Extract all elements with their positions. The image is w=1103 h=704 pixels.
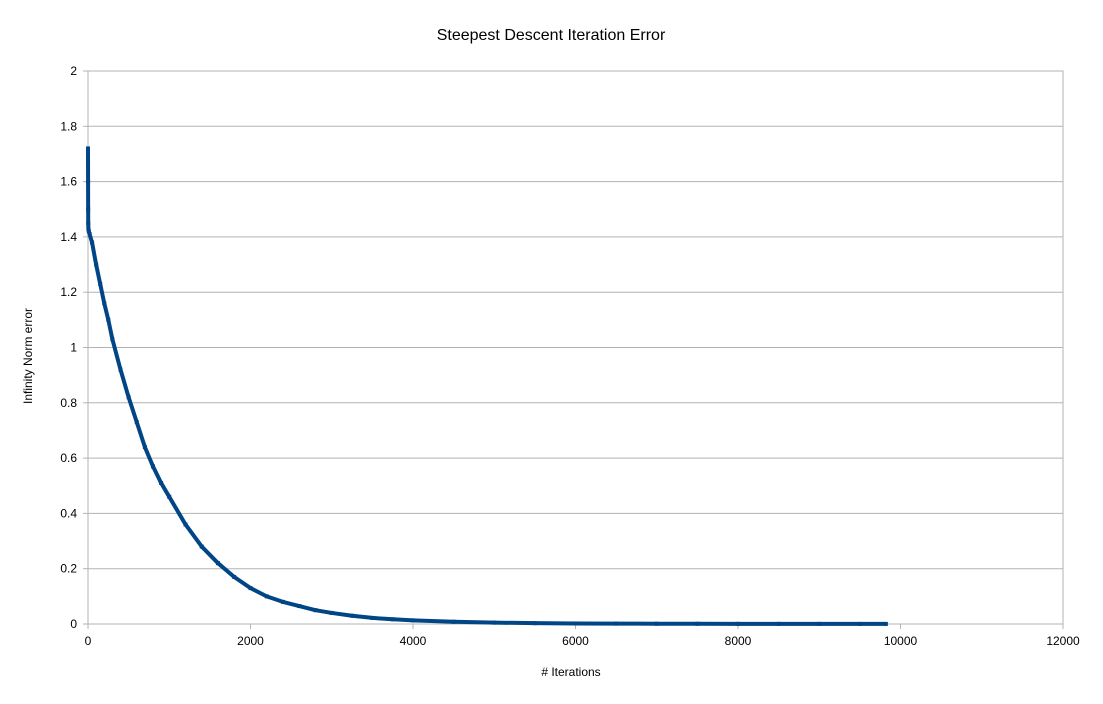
axes — [83, 70, 1064, 629]
data-point — [532, 621, 537, 626]
y-tick-label: 2 — [70, 64, 77, 78]
data-point — [86, 229, 91, 234]
data-point — [102, 301, 107, 306]
data-point — [313, 608, 318, 613]
y-tick-label: 0.4 — [60, 506, 77, 520]
data-point — [199, 544, 204, 549]
data-point — [110, 337, 115, 342]
y-tick-label: 1.8 — [60, 119, 77, 133]
data-point — [98, 281, 103, 286]
grid-lines — [88, 70, 1063, 625]
data-point — [142, 445, 147, 450]
x-tick-label: 10000 — [884, 634, 918, 648]
data-point — [86, 146, 90, 151]
data-point — [151, 464, 155, 469]
data-point — [264, 594, 269, 599]
data-point — [817, 621, 822, 626]
data-point — [232, 575, 237, 579]
data-point — [167, 494, 172, 499]
data-point — [573, 621, 578, 626]
data-point — [329, 610, 334, 615]
y-tick-label: 1.6 — [60, 175, 77, 189]
data-point — [390, 617, 395, 622]
data-point — [857, 621, 862, 626]
data-point — [614, 621, 619, 626]
x-axis-title: # Iterations — [541, 665, 600, 679]
y-tick-label: 0.2 — [60, 562, 77, 576]
data-point — [216, 561, 220, 566]
data-point — [86, 179, 91, 184]
y-axis-title: Infinity Norm error — [21, 308, 35, 404]
data-point — [281, 599, 285, 604]
data-point — [350, 613, 355, 618]
data-point — [126, 395, 131, 400]
x-tick-label: 4000 — [400, 634, 427, 648]
x-tick-label: 8000 — [725, 634, 752, 648]
data-point — [248, 586, 253, 591]
data-point — [183, 522, 188, 527]
y-tick-label: 1.4 — [60, 230, 77, 244]
data-point — [134, 420, 139, 425]
data-point — [94, 262, 99, 267]
data-point — [90, 240, 95, 245]
y-tick-label: 0 — [70, 617, 77, 631]
data-series — [86, 146, 888, 626]
data-point — [370, 615, 375, 620]
chart-title: Steepest Descent Iteration Error — [437, 27, 666, 44]
data-point — [883, 621, 888, 626]
y-tick-label: 0.8 — [60, 396, 77, 410]
data-point — [654, 621, 659, 626]
series-line — [86, 148, 886, 626]
x-tick-label: 6000 — [562, 634, 589, 648]
data-point — [411, 618, 415, 623]
x-tick-label: 12000 — [1046, 634, 1080, 648]
data-point — [695, 621, 700, 626]
data-point — [86, 226, 91, 231]
data-point — [159, 480, 164, 485]
y-tick-label: 1 — [70, 341, 77, 355]
x-tick-label: 0 — [85, 634, 92, 648]
data-point — [492, 620, 497, 625]
data-point — [86, 207, 91, 212]
data-point — [776, 621, 781, 626]
x-tick-label: 2000 — [237, 634, 264, 648]
data-point — [451, 619, 456, 624]
data-point — [106, 317, 111, 322]
data-point — [736, 621, 740, 626]
data-point — [87, 232, 92, 237]
data-point — [297, 604, 302, 609]
data-point — [118, 367, 123, 372]
data-point — [86, 221, 91, 226]
y-tick-label: 0.6 — [60, 451, 77, 465]
y-tick-label: 1.2 — [60, 285, 77, 299]
tick-labels: 0 0.2 0.4 0.6 0.8 1 1.2 1.4 1.6 1.8 2 0 2000 4000 6000… — [60, 64, 1080, 648]
